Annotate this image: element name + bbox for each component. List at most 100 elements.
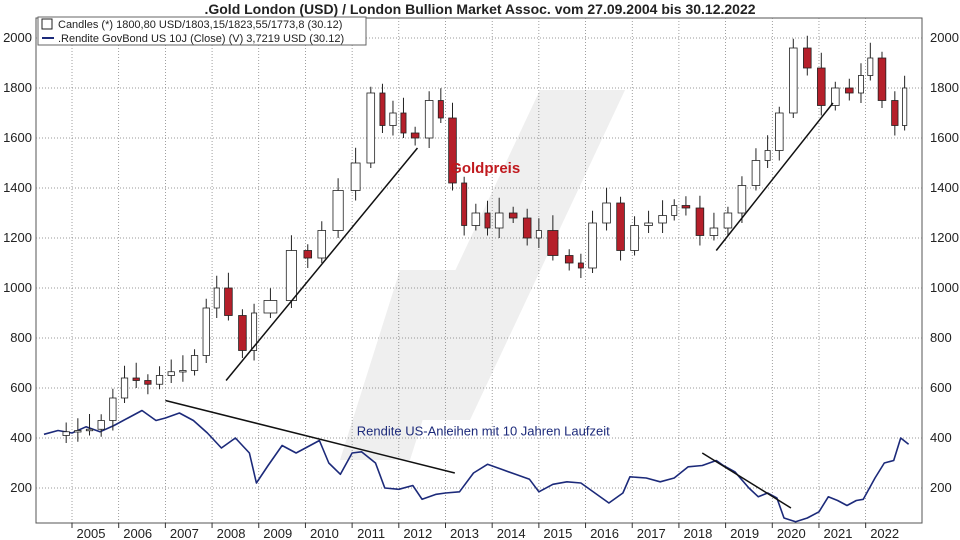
candle-body xyxy=(224,287,233,316)
candle-body xyxy=(202,307,210,356)
y-tick-label-left: 1400 xyxy=(3,180,32,195)
candle-body xyxy=(132,377,140,381)
x-tick-label: 2008 xyxy=(217,526,246,540)
candle-body xyxy=(303,250,313,259)
candle-up xyxy=(471,203,481,231)
y-tick-label-right: 600 xyxy=(930,380,952,395)
candle-up xyxy=(167,359,175,383)
trendline xyxy=(715,102,834,251)
candle-up xyxy=(535,218,542,248)
candle-body xyxy=(350,162,361,191)
x-tick-label: 2006 xyxy=(123,526,152,540)
x-tick-label: 2012 xyxy=(403,526,432,540)
yield-series xyxy=(43,409,910,523)
y-tick-label-right: 1600 xyxy=(930,130,959,145)
x-tick-label: 2010 xyxy=(310,526,339,540)
candle-down xyxy=(877,51,887,108)
candle-down xyxy=(681,196,691,216)
x-tick-label: 2007 xyxy=(170,526,199,540)
candle-body xyxy=(547,230,559,256)
trendline xyxy=(225,147,419,381)
candle-up xyxy=(723,206,733,236)
candle-body xyxy=(190,355,199,371)
gold-candles-series xyxy=(62,35,908,443)
candle-body xyxy=(120,377,129,399)
candle-body xyxy=(366,92,376,164)
candle-up xyxy=(62,422,70,443)
trendlines xyxy=(165,102,834,509)
candle-up xyxy=(190,349,199,376)
candle-down xyxy=(564,249,574,271)
candle-body xyxy=(630,225,639,251)
candle-down xyxy=(410,126,420,146)
candle-body xyxy=(751,160,761,186)
candle-body xyxy=(775,112,784,151)
legend-box xyxy=(37,16,367,46)
candle-up xyxy=(155,366,164,390)
y-tick-label-left: 2000 xyxy=(3,30,32,45)
candle-down xyxy=(224,272,233,321)
candle-body xyxy=(285,250,297,301)
y-tick-label-left: 400 xyxy=(10,430,32,445)
candle-body xyxy=(437,100,444,119)
candle-down xyxy=(508,206,518,223)
candle-body xyxy=(891,100,899,126)
candle-up xyxy=(764,135,771,168)
y-tick-label-right: 1400 xyxy=(930,180,959,195)
candle-down xyxy=(891,91,899,136)
candle-down xyxy=(303,244,313,268)
candle-body xyxy=(332,190,344,231)
candle-down xyxy=(461,176,468,236)
candle-body xyxy=(535,230,542,239)
candle-down xyxy=(845,78,854,101)
candle-body xyxy=(602,202,611,224)
candle-body xyxy=(461,182,468,226)
candle-up xyxy=(74,418,82,442)
candle-body xyxy=(379,92,386,126)
y-axis-right: 200 400 600 800 1000 1200 1400 1600 1800 2000 xyxy=(930,30,959,495)
candle-up xyxy=(389,100,397,136)
candle-body xyxy=(867,57,874,76)
y-tick-label-right: 1800 xyxy=(930,80,959,95)
candle-body xyxy=(97,420,105,430)
candle-up xyxy=(366,86,376,168)
rendite-annotation: Rendite US-Anleihen mit 10 Jahren Laufze… xyxy=(357,424,610,439)
candle-down xyxy=(400,97,407,138)
candle-up xyxy=(671,199,678,221)
candle-body xyxy=(179,370,187,373)
candle-up xyxy=(588,210,597,273)
candle-up xyxy=(97,414,105,437)
candle-up xyxy=(317,221,327,263)
x-tick-label: 2005 xyxy=(77,526,106,540)
y-tick-label-left: 1200 xyxy=(3,230,32,245)
yield-line xyxy=(43,409,910,523)
candle-body xyxy=(448,117,457,184)
candle-up xyxy=(213,275,220,318)
candle-body xyxy=(817,67,826,106)
candle-down xyxy=(817,52,826,116)
candle-up xyxy=(424,91,434,148)
candle-up xyxy=(251,303,258,361)
candle-body xyxy=(74,430,82,433)
candle-up xyxy=(737,176,747,223)
candle-body xyxy=(658,215,667,224)
candle-up xyxy=(658,200,667,233)
watermark-logo xyxy=(340,90,625,460)
legend-yield-label: .Rendite GovBond US 10J (Close) (V) 3,72… xyxy=(58,33,344,45)
legend-candle-marker xyxy=(41,18,53,30)
gridlines xyxy=(36,18,922,523)
y-axis-left: 200 400 600 800 1000 1200 1400 1600 1800 2000 xyxy=(3,30,32,495)
y-tick-label-left: 800 xyxy=(10,330,32,345)
candle-body xyxy=(789,47,798,114)
x-axis: 2005 2006 2007 2008 2009 2010 2011 2012 2013 2014… xyxy=(71,523,899,540)
x-tick-label: 2020 xyxy=(777,526,806,540)
candle-body xyxy=(616,202,625,251)
candle-body xyxy=(317,230,327,259)
x-tick-label: 2014 xyxy=(497,526,526,540)
legend: Candles (*) 1800,80 USD/1803,15/1823,55/… xyxy=(37,16,367,46)
candle-up xyxy=(867,42,874,81)
candle-up xyxy=(775,106,784,161)
x-tick-label: 2018 xyxy=(683,526,712,540)
candle-body xyxy=(564,255,574,264)
candle-body xyxy=(85,428,94,432)
